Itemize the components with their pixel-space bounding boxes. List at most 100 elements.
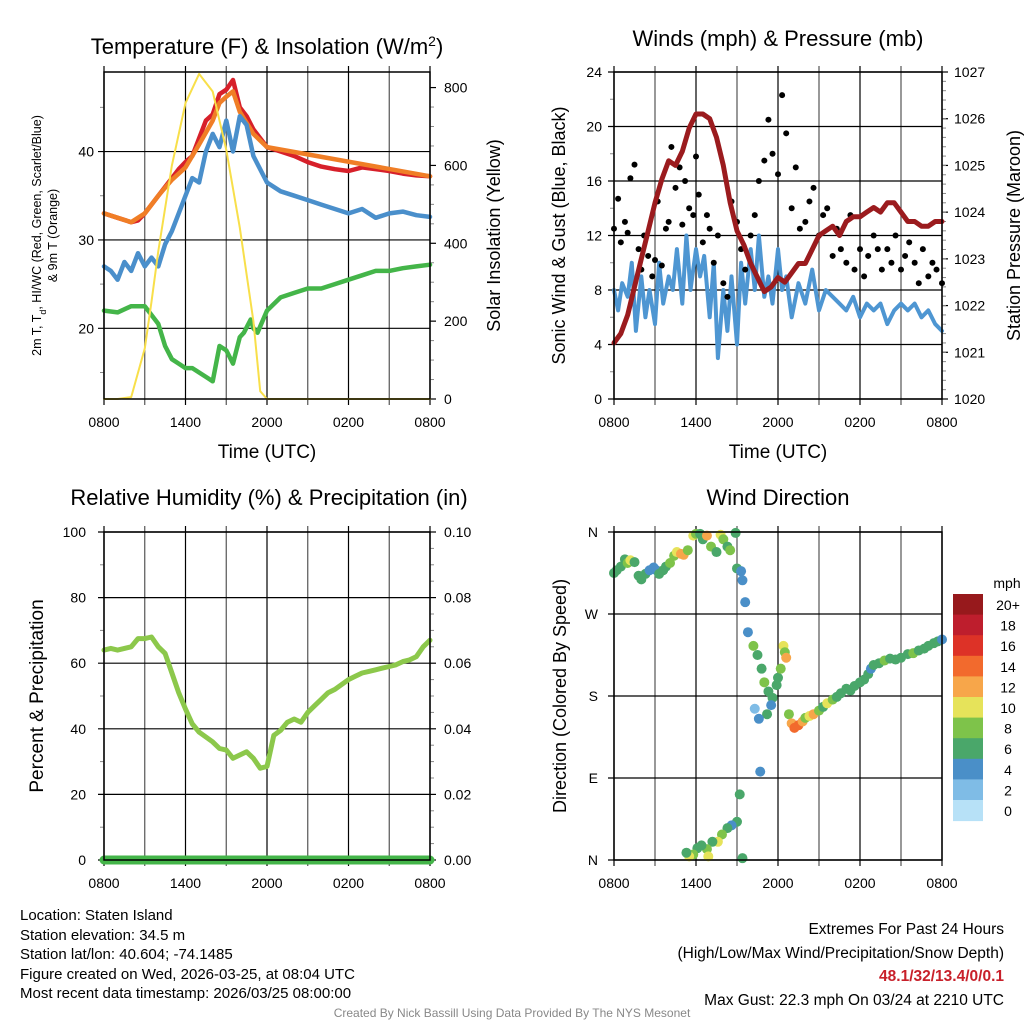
gust-point [878, 266, 885, 273]
x-axis-label: Time (UTC) [218, 442, 317, 463]
colorbar-unit-label: mph [993, 575, 1020, 591]
y-tick-label: W [585, 606, 599, 622]
direction-point [740, 597, 751, 608]
wind-chart-title: Winds (mph) & Pressure (mb) [633, 26, 924, 51]
gust-point [672, 184, 679, 191]
gust-point [679, 221, 686, 228]
y2-tick-label: 600 [444, 157, 468, 173]
title-tail: ) [436, 34, 443, 59]
y-axis-label: 2m T, Td, HI/WC (Red, Green, Scarlet/Blu… [30, 115, 48, 356]
y-tick-label: N [588, 524, 598, 540]
gust-point [761, 157, 768, 164]
gust-point [884, 246, 891, 253]
x-tick-label: 1400 [680, 414, 711, 430]
gust-point [792, 164, 799, 171]
colorbar-label: 4 [1004, 762, 1012, 778]
direction-point [725, 545, 736, 556]
series-line-relative-humidity [101, 634, 433, 771]
direction-point [749, 703, 760, 714]
series-line-dew-point [101, 262, 433, 384]
gust-point [915, 280, 922, 287]
colorbar-label: 2 [1004, 782, 1012, 798]
gust-point [775, 171, 781, 178]
x-tick-label: 0200 [333, 414, 364, 430]
gust-point [929, 259, 936, 266]
x-tick-label: 0200 [844, 414, 875, 430]
gust-point [925, 273, 932, 280]
y2-tick-label: 0.00 [444, 852, 471, 868]
gust-point [892, 232, 899, 239]
gust-point [703, 212, 710, 219]
direction-point [742, 627, 753, 638]
x-tick-label: 2000 [762, 414, 793, 430]
gust-point [820, 212, 827, 219]
y-tick-label: N [588, 852, 598, 868]
gust-point [837, 246, 844, 253]
gust-point [779, 92, 786, 99]
gust-point [851, 266, 858, 273]
y-tick-label: 20 [70, 786, 86, 802]
gust-point [870, 232, 877, 239]
plot-frame [613, 531, 943, 861]
colorbar-swatch [953, 758, 983, 780]
gust-point [742, 266, 749, 273]
direction-point [701, 530, 712, 541]
colorbar-label: 0 [1004, 803, 1012, 819]
x-tick-label: 2000 [762, 875, 793, 891]
gust-point [865, 252, 872, 259]
gust-point [802, 218, 809, 225]
gust-point [624, 229, 631, 236]
extremes-values: 48.1/32/13.4/0/0.1 [879, 968, 1004, 985]
x-tick-label: 1400 [170, 875, 201, 891]
x-tick-label: 0800 [414, 875, 445, 891]
x-tick-label: 0200 [844, 875, 875, 891]
y-tick-label: 100 [63, 524, 87, 540]
direction-point [716, 829, 727, 840]
gust-point [720, 280, 727, 287]
y-tick-label: 20 [78, 320, 94, 336]
recent-timestamp-text: Most recent data timestamp: 2026/03/25 0… [20, 985, 352, 1002]
gust-point [783, 130, 790, 137]
gust-point [898, 266, 904, 273]
colorbar-label: 16 [1000, 638, 1016, 654]
y-tick-label: 40 [70, 721, 86, 737]
gust-point [627, 175, 634, 182]
gust-point [695, 191, 702, 198]
direction-point [736, 566, 747, 577]
y2-axis-label: Station Pressure (Maroon) [1004, 130, 1024, 341]
gust-point [710, 259, 717, 266]
y-tick-label: 30 [78, 232, 94, 248]
y-tick-label: 24 [586, 64, 602, 80]
gust-point [621, 218, 628, 225]
max-gust-text: Max Gust: 22.3 mph On 03/24 at 2210 UTC [704, 991, 1004, 1009]
gust-point [706, 225, 713, 232]
direction-point [737, 575, 748, 586]
credit-line: Created By Nick Bassill Using Data Provi… [333, 1006, 691, 1020]
x-tick-label: 1400 [680, 875, 711, 891]
y-tick-label: 80 [70, 590, 86, 606]
plot-frame [103, 531, 431, 861]
direction-point [711, 547, 722, 558]
wind-direction-chart-title: Wind Direction [706, 485, 849, 510]
gust-point [857, 246, 863, 253]
gust-point [824, 205, 831, 212]
colorbar-label: 20+ [996, 597, 1020, 613]
y2-tick-label: 1022 [954, 298, 985, 314]
colorbar-label: 12 [1000, 679, 1016, 695]
y2-axis-label: Solar Insolation (Yellow) [484, 139, 504, 331]
colorbar-swatch [953, 594, 983, 616]
y-tick-label: S [589, 688, 598, 704]
humidity-panel: Relative Humidity (%) & Precipitation (i… [27, 485, 471, 891]
humidity-chart-title: Relative Humidity (%) & Precipitation (i… [70, 485, 467, 510]
y2-tick-label: 0.02 [444, 786, 471, 802]
direction-point [773, 672, 783, 683]
y-axis-label: Percent & Precipitation [27, 599, 48, 792]
gust-point [796, 225, 803, 232]
y-tick-label: E [589, 770, 598, 786]
y-axis-label-line2: & 9m T (Orange) [46, 189, 60, 282]
gust-point [676, 164, 683, 171]
x-tick-label: 2000 [251, 414, 282, 430]
direction-point [730, 527, 741, 538]
colorbar-label: 18 [1000, 618, 1016, 634]
